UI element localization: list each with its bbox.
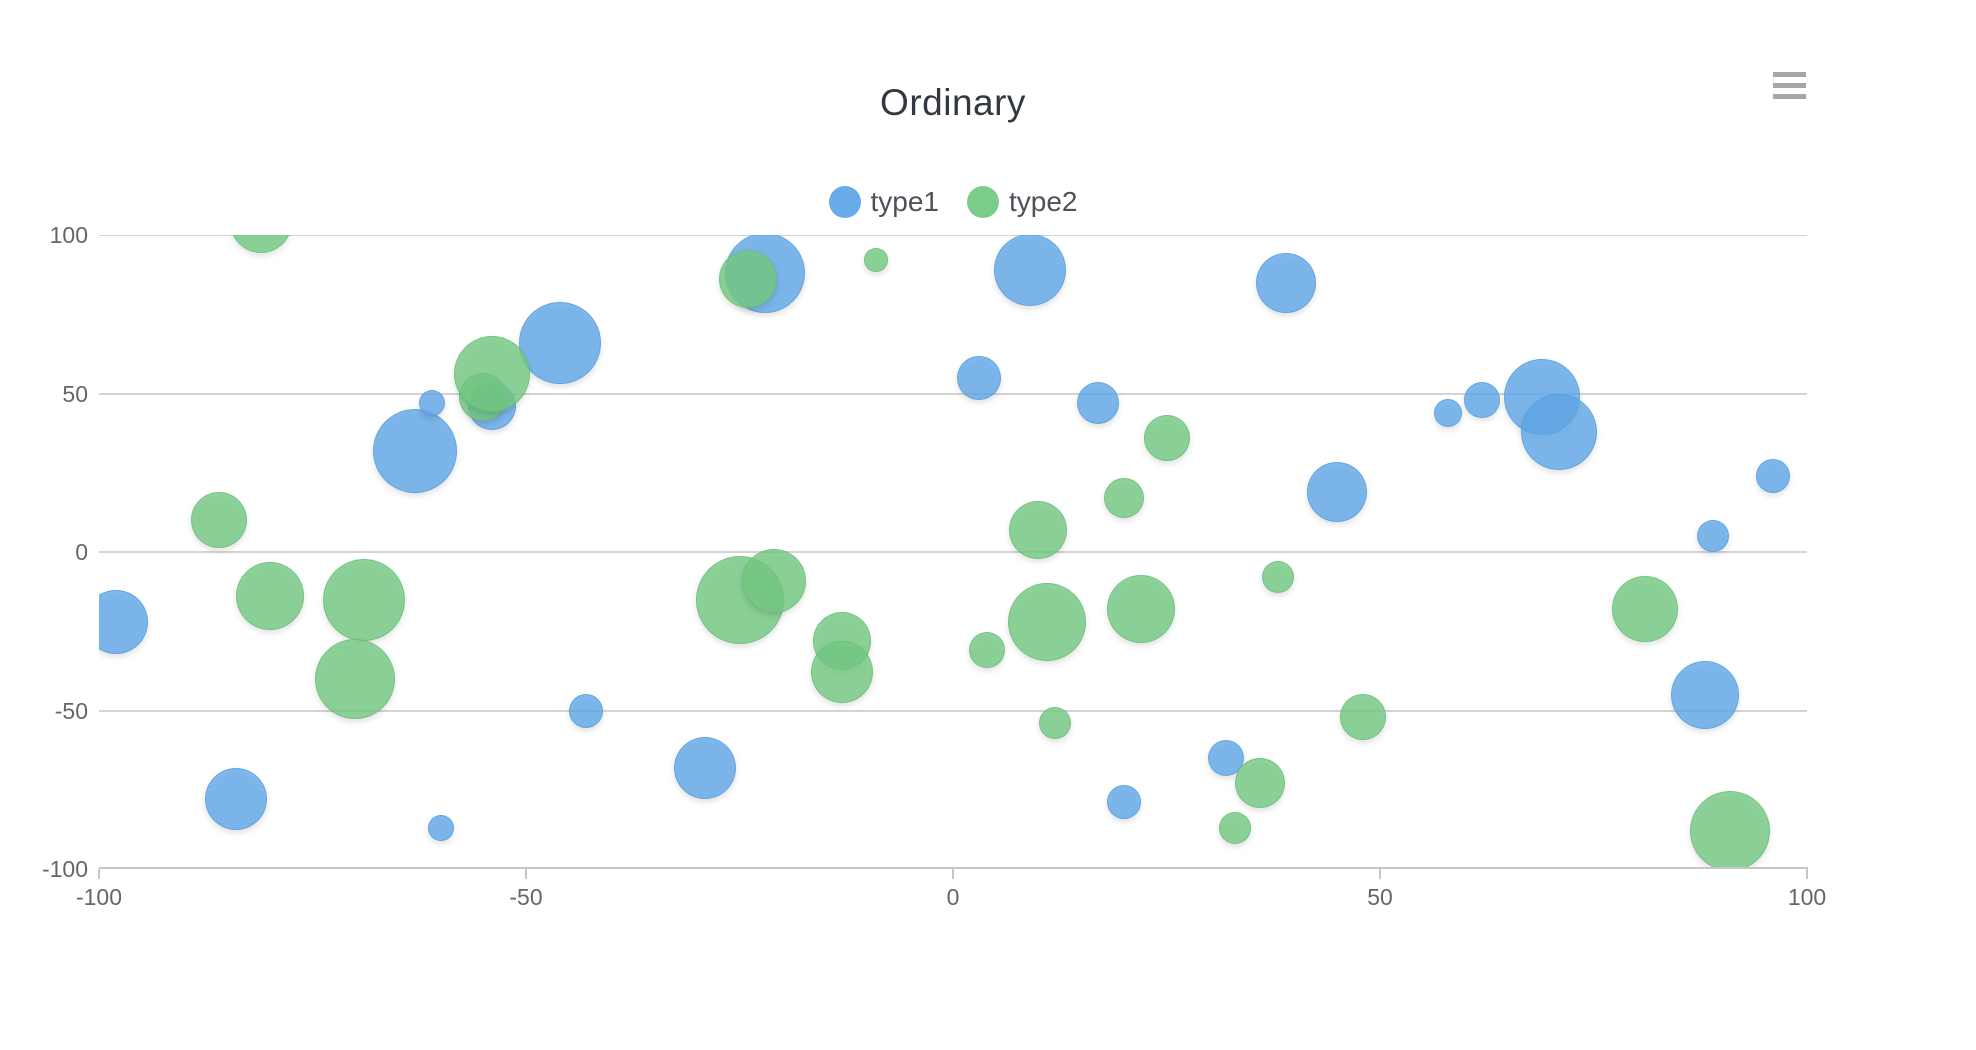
- x-axis-tick: [1806, 869, 1808, 879]
- x-axis-tick: [98, 869, 100, 879]
- bubble-type1[interactable]: [1256, 252, 1317, 313]
- bubble-type2[interactable]: [235, 562, 304, 631]
- bubble-type1[interactable]: [419, 390, 446, 416]
- bubble-type2[interactable]: [864, 248, 889, 273]
- bubble-type2[interactable]: [1143, 414, 1190, 461]
- y-axis-label: 0: [75, 539, 88, 565]
- bubble-type2[interactable]: [810, 641, 873, 704]
- y-axis-label: -100: [41, 856, 88, 882]
- plot-area: [99, 235, 1807, 869]
- legend-label: type2: [1009, 186, 1078, 217]
- bubble-type1[interactable]: [1464, 381, 1501, 418]
- bubble-type1[interactable]: [1670, 660, 1739, 729]
- x-axis-label: -50: [509, 884, 543, 910]
- bubble-type2[interactable]: [719, 250, 778, 309]
- bubble-type1[interactable]: [1307, 461, 1368, 522]
- bubble-type2[interactable]: [1690, 790, 1771, 869]
- x-axis-label: 50: [1367, 884, 1393, 910]
- y-axis-label: 50: [62, 380, 88, 407]
- bubble-type2[interactable]: [230, 235, 293, 254]
- x-axis-label: -100: [75, 884, 123, 910]
- bubble-type1[interactable]: [1077, 382, 1120, 424]
- bubble-type1[interactable]: [519, 301, 602, 384]
- bubble-type2[interactable]: [1009, 500, 1068, 559]
- bubble-type2[interactable]: [969, 632, 1006, 669]
- bubble-type2[interactable]: [1007, 582, 1086, 661]
- bubble-type2[interactable]: [1339, 693, 1386, 740]
- bubble-type2[interactable]: [315, 638, 396, 719]
- legend-item-type2[interactable]: type2: [967, 186, 1078, 218]
- bubble-type1[interactable]: [1521, 393, 1598, 470]
- bubble-type2[interactable]: [1039, 707, 1072, 740]
- y-axis-label: 100: [49, 222, 88, 248]
- x-axis-tick: [525, 869, 527, 879]
- bubble-type2[interactable]: [1218, 811, 1251, 844]
- type2-swatch-icon: [967, 186, 999, 218]
- bubble-type1[interactable]: [1106, 785, 1141, 820]
- bubble-type1[interactable]: [1434, 398, 1463, 427]
- type1-swatch-icon: [828, 186, 861, 218]
- bubble-type2[interactable]: [741, 548, 806, 613]
- x-axis-label: 0: [946, 884, 960, 910]
- bubble-type1[interactable]: [204, 768, 267, 831]
- x-axis-tick: [952, 869, 954, 879]
- bubble-type1[interactable]: [568, 693, 603, 728]
- bubble-type1[interactable]: [1755, 458, 1790, 493]
- gridline-y--50: [99, 709, 1807, 712]
- bubble-type2[interactable]: [322, 558, 405, 641]
- gridline-y-50: [99, 392, 1807, 395]
- bubble-type2[interactable]: [1261, 561, 1294, 594]
- bubble-type1[interactable]: [993, 235, 1066, 306]
- bubble-type2[interactable]: [1611, 576, 1678, 643]
- gridline-y-0: [99, 551, 1807, 553]
- bubble-type2[interactable]: [1106, 575, 1175, 644]
- bubble-type1[interactable]: [427, 814, 454, 841]
- x-axis-label: 100: [1787, 884, 1827, 910]
- y-axis-label: -50: [54, 697, 88, 724]
- legend-label: type1: [870, 186, 940, 217]
- hamburger-icon[interactable]: [1771, 66, 1811, 106]
- bubble-type1[interactable]: [956, 355, 1001, 400]
- legend-item-type1[interactable]: type1: [828, 186, 940, 218]
- bubble-type1[interactable]: [674, 736, 737, 799]
- legend: type1 type2: [99, 182, 1807, 222]
- bubble-type2[interactable]: [190, 492, 247, 549]
- bubble-type2[interactable]: [1103, 478, 1144, 519]
- x-axis-tick: [1379, 869, 1381, 879]
- gridline-y-100: [99, 235, 1807, 236]
- bubble-type1[interactable]: [1697, 520, 1730, 553]
- bubble-type1[interactable]: [99, 589, 149, 654]
- chart-title: Ordinary: [880, 82, 1026, 123]
- x-axis-line: [99, 867, 1808, 869]
- bubble-type2[interactable]: [1235, 758, 1286, 809]
- bubble-type1[interactable]: [372, 408, 457, 493]
- bubble-type2[interactable]: [453, 336, 530, 413]
